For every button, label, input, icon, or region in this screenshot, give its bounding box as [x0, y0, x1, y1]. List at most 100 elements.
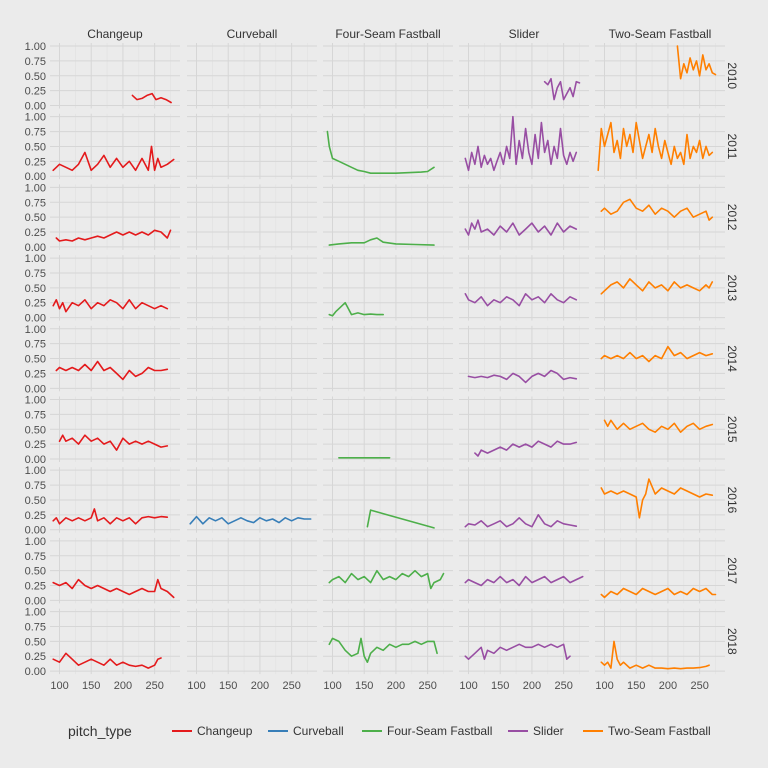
facet-column-label: Two-Seam Fastball	[609, 27, 712, 41]
series-line	[189, 515, 312, 525]
y-tick-label: 0.50	[25, 354, 46, 366]
facet-panel	[595, 255, 725, 321]
y-tick-label: 0.50	[25, 636, 46, 648]
series-line	[467, 369, 578, 384]
series-line	[52, 298, 169, 313]
series-line	[600, 587, 717, 599]
facet-row-label: 2017	[725, 557, 739, 584]
facet-row-label: 2015	[725, 416, 739, 443]
legend: pitch_type Changeup Curveball Four-Seam Fa…	[68, 723, 711, 739]
y-tick-label: 0.50	[25, 424, 46, 436]
facet-panel	[50, 113, 180, 180]
y-tick-label: 0.75	[25, 56, 46, 68]
y-tick-label: 0.00	[25, 101, 46, 113]
x-axis-ticks: 100 150 200 250 100 150 200 250 100 150 200 250 100 1…	[50, 680, 708, 692]
series-line	[600, 640, 710, 670]
legend-label: Slider	[533, 724, 564, 738]
x-tick-label: 200	[659, 680, 677, 692]
facet-row-label: 2010	[725, 62, 739, 89]
legend-label: Two-Seam Fastball	[608, 724, 711, 738]
facet-panel	[323, 43, 453, 109]
y-tick-label: 0.50	[25, 212, 46, 224]
facet-panel	[323, 537, 453, 604]
y-tick-label: 0.50	[25, 566, 46, 578]
facet-panel	[323, 255, 453, 321]
y-tick-label: 0.75	[25, 268, 46, 280]
facet-panel	[187, 113, 317, 180]
facet-panel	[323, 184, 453, 250]
facet-panel	[50, 255, 180, 321]
facet-column-strips: Changeup Curveball Four-Seam Fastball Slide…	[87, 27, 711, 41]
y-tick-label: 0.25	[25, 156, 46, 168]
y-tick-label: 0.00	[25, 525, 46, 537]
x-tick-label: 250	[282, 680, 300, 692]
series-line	[55, 360, 169, 381]
y-axis-ticks: 0.000.250.500.751.000.000.250.500.751.00…	[25, 41, 46, 678]
series-line	[52, 578, 175, 599]
series-line	[464, 575, 584, 587]
facet-panel	[187, 325, 317, 392]
y-tick-label: 1.00	[25, 536, 46, 548]
series-line	[603, 419, 714, 434]
y-tick-label: 1.00	[25, 394, 46, 406]
series-line	[600, 478, 714, 519]
legend-item: Four-Seam Fastball	[362, 724, 492, 738]
x-tick-label: 100	[323, 680, 341, 692]
x-tick-label: 150	[219, 680, 237, 692]
facet-row-strips: 2010 2011 2012 2013 2014 2015 2016 2017 2018	[725, 62, 739, 655]
facet-panel	[595, 184, 725, 250]
series-line	[328, 301, 385, 317]
facet-panel	[595, 467, 725, 533]
series-line	[464, 219, 578, 236]
series-line	[55, 229, 172, 242]
panels-layer	[50, 43, 725, 675]
series-line	[464, 643, 571, 661]
y-tick-label: 0.50	[25, 495, 46, 507]
facet-panel	[595, 396, 725, 462]
y-tick-label: 0.00	[25, 313, 46, 325]
y-tick-label: 0.25	[25, 86, 46, 98]
y-tick-label: 0.50	[25, 71, 46, 83]
x-tick-label: 100	[187, 680, 205, 692]
series-line	[600, 278, 714, 295]
series-line	[464, 513, 578, 528]
facet-panel	[323, 113, 453, 180]
facet-row-label: 2011	[725, 134, 739, 160]
facet-panel	[323, 396, 453, 462]
series-line	[131, 92, 172, 104]
facet-panel	[50, 325, 180, 392]
x-tick-label: 200	[387, 680, 405, 692]
facet-column-label: Four-Seam Fastball	[335, 27, 440, 41]
y-tick-label: 0.25	[25, 368, 46, 380]
facet-panel	[187, 537, 317, 604]
y-tick-label: 1.00	[25, 253, 46, 265]
series-line	[600, 198, 714, 221]
y-tick-label: 1.00	[25, 41, 46, 53]
x-tick-label: 150	[627, 680, 645, 692]
legend-label: Curveball	[293, 724, 344, 738]
x-tick-label: 100	[459, 680, 477, 692]
series-line	[597, 121, 714, 172]
facet-panel	[459, 255, 589, 321]
x-tick-label: 200	[251, 680, 269, 692]
y-tick-label: 0.75	[25, 339, 46, 351]
x-tick-label: 200	[523, 680, 541, 692]
facet-panel	[187, 43, 317, 109]
series-line	[328, 637, 438, 664]
series-layer	[52, 45, 717, 670]
y-tick-label: 0.25	[25, 510, 46, 522]
facet-column-label: Slider	[509, 27, 540, 41]
y-tick-label: 1.00	[25, 324, 46, 336]
facet-panel	[595, 43, 725, 109]
facet-row-label: 2018	[725, 628, 739, 655]
y-tick-label: 0.25	[25, 227, 46, 239]
x-tick-label: 100	[595, 680, 613, 692]
x-tick-label: 250	[145, 680, 163, 692]
x-tick-label: 250	[554, 680, 572, 692]
y-tick-label: 0.75	[25, 127, 46, 139]
facet-panel	[50, 396, 180, 462]
facet-panel	[187, 608, 317, 675]
series-line	[328, 237, 435, 246]
facet-panel	[323, 325, 453, 392]
